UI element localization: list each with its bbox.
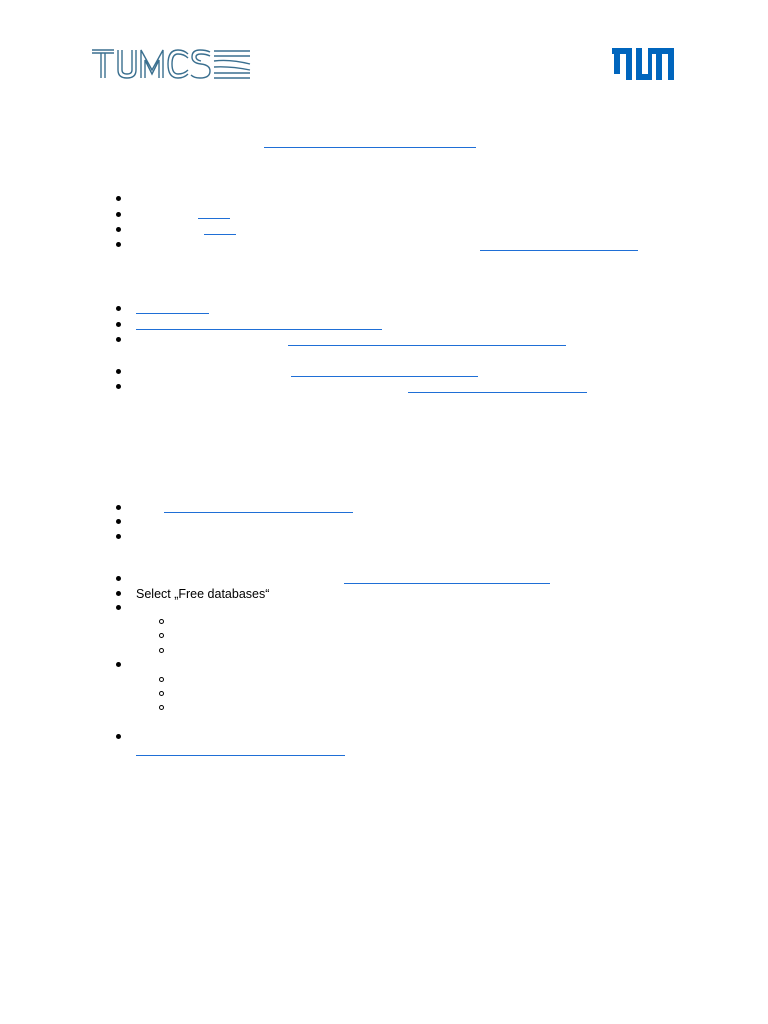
link-underline[interactable]	[291, 376, 478, 377]
link-underline[interactable]	[288, 345, 566, 346]
sub-bullet	[159, 705, 164, 710]
bullet	[116, 196, 121, 201]
bullet	[116, 369, 121, 374]
link-underline[interactable]	[204, 234, 236, 235]
link-underline[interactable]	[164, 512, 353, 513]
bullet	[116, 384, 121, 389]
list-item-text: Select „Free databases“	[136, 587, 270, 601]
bullet	[116, 534, 121, 539]
link-underline[interactable]	[264, 147, 476, 148]
bullet	[116, 337, 121, 342]
bullet	[116, 576, 121, 581]
sub-bullet	[159, 633, 164, 638]
link-underline[interactable]	[480, 250, 638, 251]
bullet	[116, 734, 121, 739]
bullet	[116, 227, 121, 232]
sub-bullet	[159, 619, 164, 624]
bullet	[116, 212, 121, 217]
bullet	[116, 519, 121, 524]
link-underline[interactable]	[136, 329, 382, 330]
bullet	[116, 591, 121, 596]
bullet	[116, 662, 121, 667]
bullet	[116, 505, 121, 510]
bullet	[116, 242, 121, 247]
sub-bullet	[159, 677, 164, 682]
bullet	[116, 322, 121, 327]
sub-bullet	[159, 648, 164, 653]
link-underline[interactable]	[136, 755, 345, 756]
sub-bullet	[159, 691, 164, 696]
tum-logo-icon	[612, 48, 674, 80]
bullet	[116, 605, 121, 610]
bullet	[116, 306, 121, 311]
link-underline[interactable]	[198, 218, 230, 219]
link-underline[interactable]	[344, 583, 550, 584]
link-underline[interactable]	[408, 392, 587, 393]
link-underline[interactable]	[136, 313, 209, 314]
tumcs-logo-icon	[92, 49, 251, 79]
